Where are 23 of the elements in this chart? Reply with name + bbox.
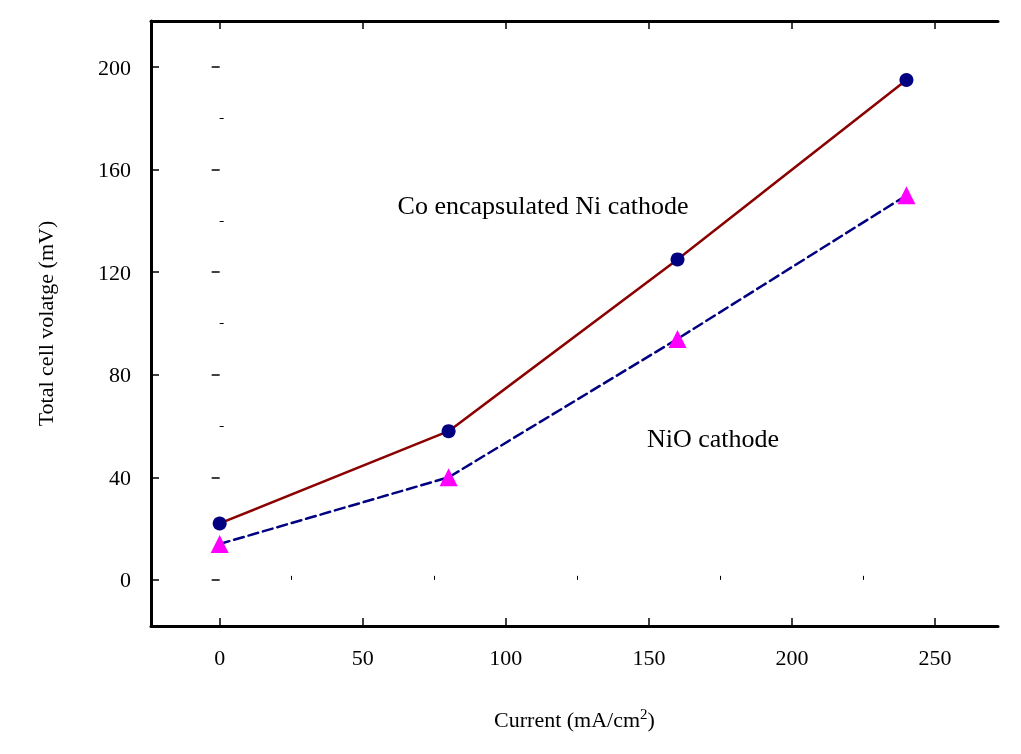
y-tick-label: 160 [98, 157, 131, 183]
x-tick-label: 50 [351, 644, 374, 670]
y-axis-title: Total cell volatge (mV) [32, 220, 58, 427]
point [899, 72, 914, 87]
point [670, 252, 685, 267]
series-label: Co encapsulated Ni cathode [397, 190, 689, 220]
x-tick-label: 150 [632, 644, 666, 670]
y-tick-label: 40 [109, 464, 131, 490]
x-tick-label: 0 [214, 644, 226, 670]
x-tick-label: 200 [775, 644, 809, 670]
x-tick-label: 250 [918, 644, 952, 670]
point [210, 534, 229, 553]
point [439, 468, 458, 487]
y-tick-label: 80 [109, 362, 131, 388]
point [441, 424, 456, 439]
x-tick-label: 100 [489, 644, 523, 670]
point [668, 329, 687, 348]
y-tick-label: 120 [98, 259, 131, 285]
y-tick-label: 0 [120, 567, 131, 593]
text: NiO cathode [646, 423, 780, 453]
y-tick-label: 200 [98, 54, 131, 80]
point [212, 516, 227, 531]
point [897, 186, 916, 205]
